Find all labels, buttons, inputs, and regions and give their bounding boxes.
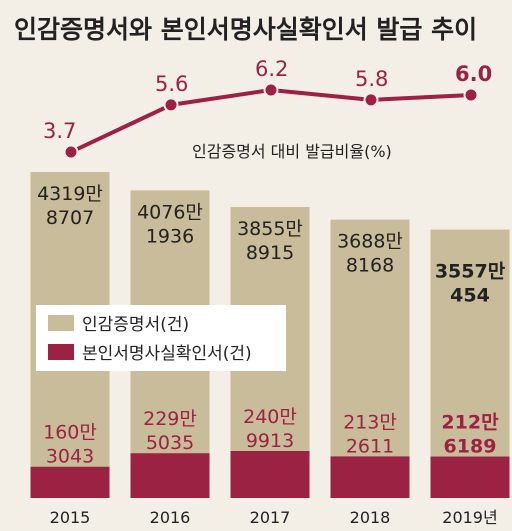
x-tick-label: 2015 [50,508,91,527]
rate-value-label: 5.6 [155,72,188,96]
self-bar-label: 3043 [46,446,94,468]
legend-box [36,305,286,371]
x-tick-label: 2019년 [442,508,497,527]
legend-label: 인감증명서(건) [82,315,189,335]
cert-bar-label: 3855만 [237,218,303,240]
rate-value-label: 5.8 [355,67,388,91]
x-tick-label: 2018 [350,508,391,527]
legend-swatch [48,344,74,360]
cert-bar-label: 3557만 [435,261,506,283]
self-bar [330,456,410,498]
cert-bar-label: 8707 [46,207,94,229]
rate-value-label: 6.2 [255,57,288,81]
x-tick-label: 2016 [150,508,191,527]
legend-label: 본인서명사실확인서(건) [82,344,252,364]
self-bar-label: 160만 [43,422,97,444]
rate-point [163,97,179,113]
rate-point [463,87,479,103]
self-bar-label: 6189 [444,436,497,458]
self-bar-label: 229만 [143,408,197,430]
cert-bar [430,229,510,499]
rate-value-label: 3.7 [43,119,76,143]
cert-bar [330,219,410,498]
cert-bar-label: 4319만 [37,183,103,205]
chart-title: 인감증명서와 본인서명사실확인서 발급 추이 [14,15,477,44]
self-bar-label: 5035 [146,432,194,454]
x-tick-label: 2017 [250,508,291,527]
self-bar [430,456,510,498]
self-bar-label: 213만 [343,411,397,433]
self-bar [30,466,110,498]
cert-bar-label: 3688만 [337,231,403,253]
rate-point [63,144,79,160]
legend-swatch [48,315,74,331]
cert-bar-label: 454 [450,285,490,307]
cert-bar-label: 4076만 [137,201,203,223]
rate-series-label: 인감증명서 대비 발급비율(%) [192,142,392,161]
self-bar [230,451,310,498]
cert-bar-label: 8915 [246,242,294,264]
rate-value-label: 6.0 [455,62,492,86]
self-bar-label: 212만 [441,412,499,434]
self-bar-label: 240만 [243,406,297,428]
self-bar-label: 9913 [246,430,294,452]
self-bar-label: 2611 [346,435,394,457]
rate-point [363,92,379,108]
cert-bar-label: 1936 [146,225,194,247]
rate-point [263,82,279,98]
self-bar [130,453,210,498]
cert-bar-label: 8168 [346,255,394,277]
